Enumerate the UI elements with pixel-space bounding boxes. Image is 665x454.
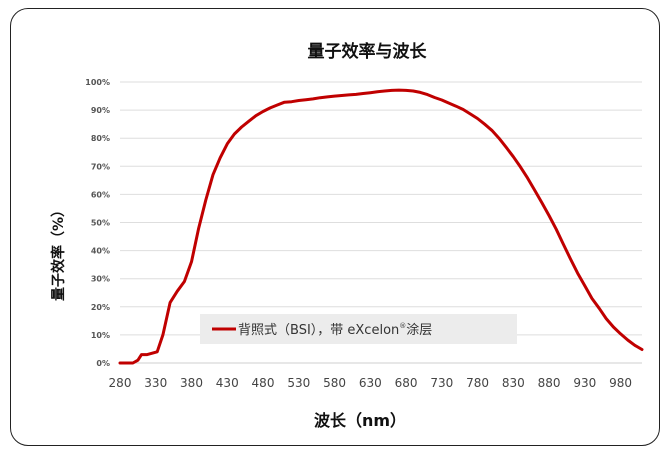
y-tick-label: 60% <box>91 190 110 199</box>
x-tick-label: 680 <box>395 376 418 390</box>
y-tick-label: 70% <box>91 162 110 171</box>
y-tick-label: 100% <box>85 78 110 87</box>
x-tick-labels: 280 330 380 430 480 530 580 630 680 730 780 830 880 9… <box>109 376 632 390</box>
series-group <box>118 88 644 365</box>
x-tick-label: 630 <box>359 376 382 390</box>
x-tick-label: 780 <box>466 376 489 390</box>
y-tick-label: 50% <box>91 219 110 228</box>
x-tick-label: 530 <box>287 376 310 390</box>
x-axis-label: 波长（nm） <box>314 411 406 430</box>
series-line-bsi-excelon <box>118 88 644 365</box>
x-tick-label: 580 <box>323 376 346 390</box>
x-tick-label: 730 <box>430 376 453 390</box>
legend-label-main: 背照式（BSI），带 eXcelon <box>238 323 399 338</box>
legend-label: 背照式（BSI），带 eXcelon®涂层 <box>238 322 432 338</box>
x-tick-label: 330 <box>144 376 167 390</box>
chart-title: 量子效率与波长 <box>308 41 428 62</box>
y-axis-label: 量子效率（%） <box>50 203 67 301</box>
y-tick-label: 10% <box>91 331 110 340</box>
y-tick-label: 90% <box>91 106 110 115</box>
x-tick-label: 480 <box>252 376 275 390</box>
y-tick-label: 80% <box>91 134 110 143</box>
legend-label-suffix: 涂层 <box>406 322 432 338</box>
x-tick-label: 830 <box>502 376 525 390</box>
y-tick-labels: 0% 10% 20% 30% 40% 50% 60% 70% 80% 90% 100% <box>85 78 110 368</box>
legend: 背照式（BSI），带 eXcelon®涂层 <box>200 314 517 344</box>
y-tick-label: 30% <box>91 275 110 284</box>
chart-frame <box>10 8 660 446</box>
y-tick-label: 40% <box>91 247 110 256</box>
y-tick-label: 0% <box>96 359 110 368</box>
x-tick-label: 980 <box>609 376 632 390</box>
legend-label-registered: ® <box>399 322 406 330</box>
x-tick-label: 430 <box>216 376 239 390</box>
x-tick-label: 880 <box>538 376 561 390</box>
x-tick-label: 280 <box>109 376 132 390</box>
x-tick-label: 930 <box>573 376 596 390</box>
legend-box <box>200 314 517 344</box>
x-tick-label: 380 <box>180 376 203 390</box>
y-tick-label: 20% <box>91 303 110 312</box>
